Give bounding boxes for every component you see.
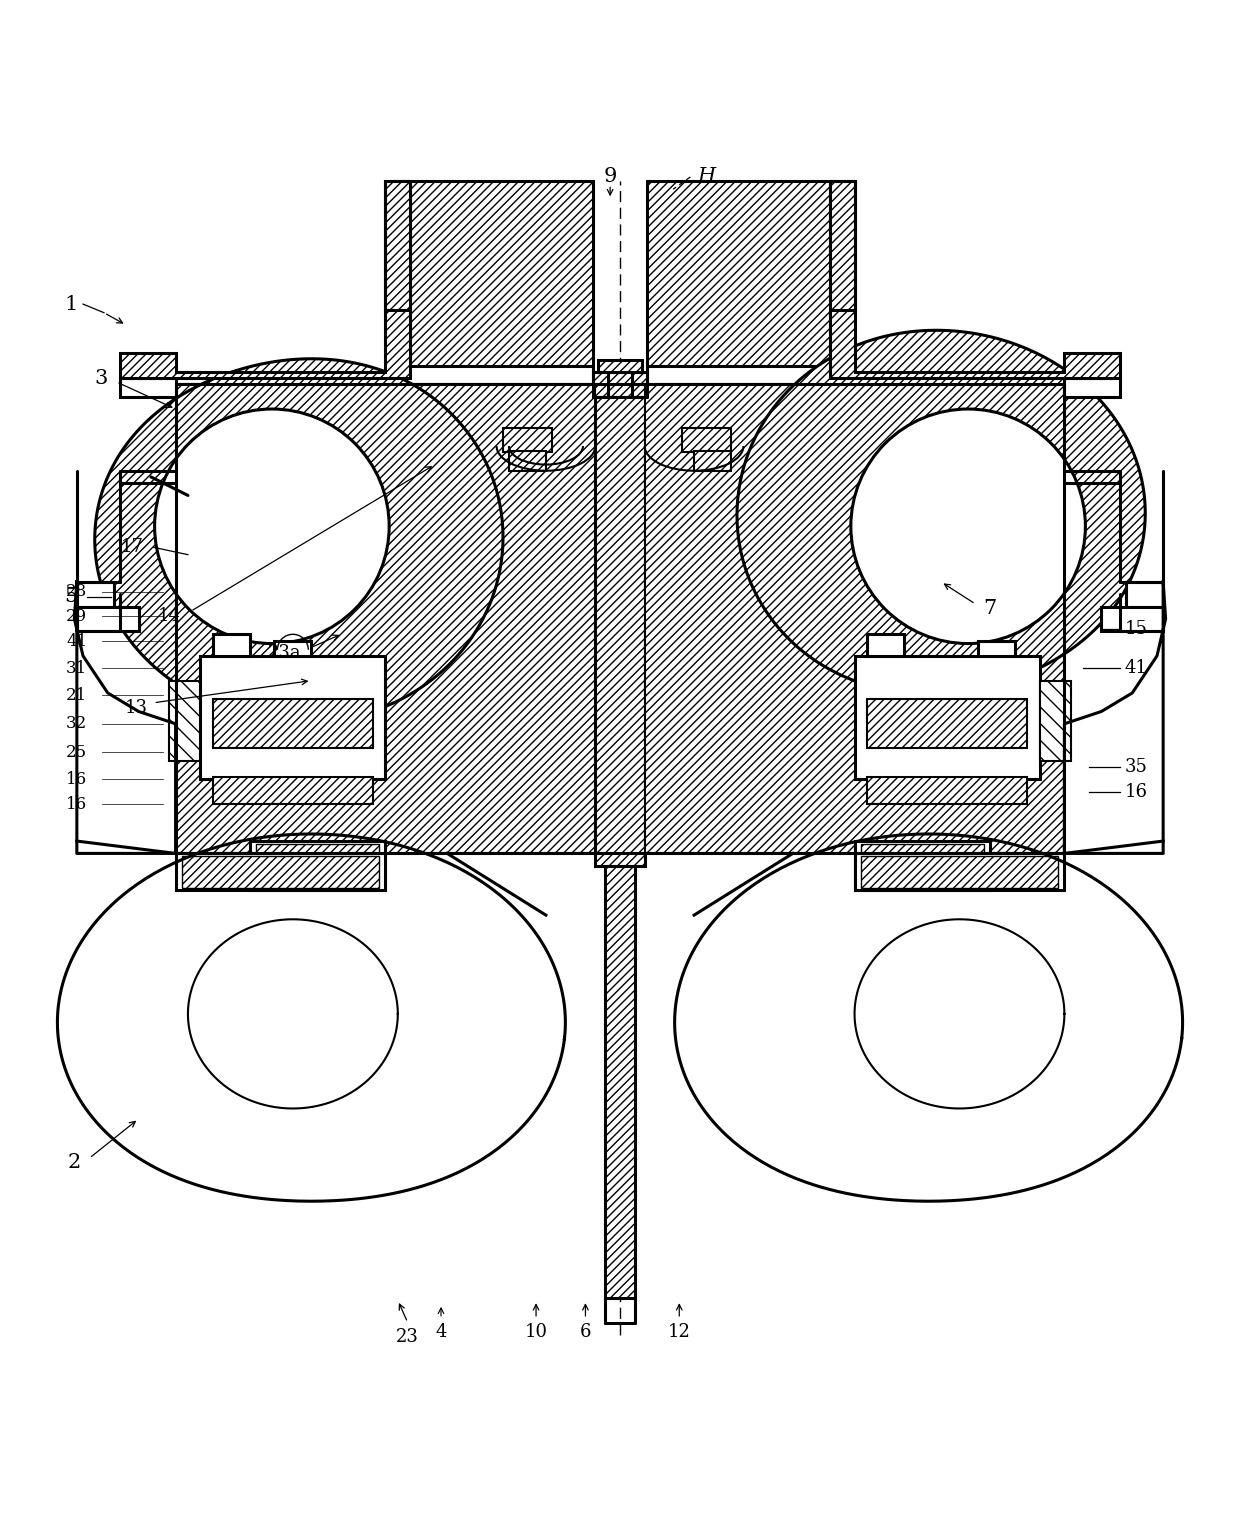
Text: 23a: 23a [268, 644, 301, 663]
Bar [212, 776, 373, 804]
Text: 6: 6 [579, 1324, 591, 1341]
Text: 1: 1 [64, 295, 77, 313]
Text: 5: 5 [64, 588, 77, 606]
Bar [861, 844, 985, 888]
Bar [593, 371, 647, 397]
Text: 41: 41 [66, 632, 88, 649]
Bar [212, 634, 249, 657]
Bar [502, 428, 552, 453]
Text: 35: 35 [1125, 758, 1147, 776]
Text: 13: 13 [124, 700, 148, 716]
Bar [120, 379, 176, 397]
Bar [1039, 681, 1070, 761]
Polygon shape [120, 181, 410, 379]
Text: 7: 7 [983, 600, 997, 618]
Polygon shape [94, 359, 503, 723]
Bar [170, 681, 201, 761]
Bar [598, 359, 642, 371]
Bar [508, 451, 546, 471]
Bar [854, 841, 991, 890]
Text: 23: 23 [397, 1328, 419, 1347]
Text: 3: 3 [94, 368, 108, 388]
Text: 31: 31 [66, 660, 88, 676]
Text: 16: 16 [1125, 782, 1147, 801]
Polygon shape [176, 385, 595, 853]
Text: 25: 25 [66, 744, 87, 761]
Bar [854, 853, 1064, 890]
Bar [2, 1341, 1238, 1384]
Text: 17: 17 [122, 538, 144, 557]
Bar [212, 700, 373, 749]
Text: 15: 15 [1125, 620, 1147, 638]
Text: 16: 16 [66, 796, 87, 813]
Circle shape [851, 410, 1085, 644]
Bar [867, 776, 1028, 804]
Bar [182, 856, 379, 888]
Bar [274, 641, 311, 657]
Polygon shape [595, 397, 645, 865]
Text: 10: 10 [525, 1324, 548, 1341]
Text: 21: 21 [66, 687, 88, 704]
Bar [1126, 581, 1163, 606]
Bar [201, 657, 386, 779]
Text: H: H [697, 167, 715, 187]
Polygon shape [647, 181, 830, 365]
Bar [249, 841, 386, 890]
Text: 14: 14 [157, 607, 181, 626]
Text: 16: 16 [66, 772, 87, 788]
Bar [694, 451, 732, 471]
Polygon shape [737, 330, 1146, 693]
Bar [978, 641, 1016, 657]
Text: 12: 12 [668, 1324, 691, 1341]
Text: 29: 29 [66, 607, 87, 624]
Bar [1064, 379, 1120, 397]
Bar [682, 428, 732, 453]
Polygon shape [645, 385, 1064, 853]
Bar [867, 700, 1028, 749]
Polygon shape [605, 865, 635, 1298]
Text: 32: 32 [66, 715, 88, 732]
Bar [854, 657, 1039, 779]
Bar [1101, 606, 1163, 630]
Bar [861, 856, 1058, 888]
Polygon shape [830, 181, 1120, 379]
Bar [77, 581, 114, 606]
Polygon shape [410, 181, 593, 365]
Text: 2: 2 [68, 1152, 81, 1172]
Text: 9: 9 [604, 167, 616, 187]
Circle shape [155, 410, 389, 644]
Bar [77, 606, 139, 630]
Text: 28: 28 [66, 583, 88, 600]
Bar [867, 634, 904, 657]
Text: 41: 41 [1125, 660, 1147, 676]
Text: 4: 4 [435, 1324, 446, 1341]
Bar [255, 844, 379, 888]
Bar [176, 853, 386, 890]
